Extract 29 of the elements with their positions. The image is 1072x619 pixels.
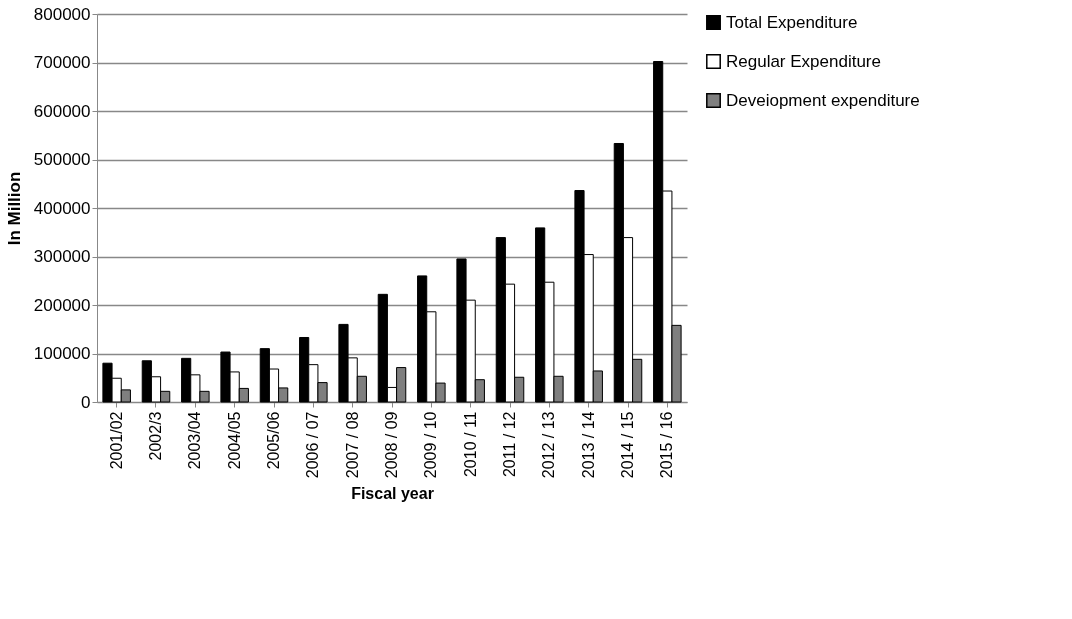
y-axis-title: In Million <box>4 171 24 246</box>
x-tick-label: 2014 / 15 <box>619 411 636 479</box>
x-tick-label: 2001/02 <box>107 411 125 470</box>
x-tick-label: 2007 / 08 <box>343 411 361 479</box>
x-tick-label: 2006 / 07 <box>304 411 322 479</box>
x-tick-label: 2011 / 12 <box>501 411 518 478</box>
y-tick-label: 700000 <box>33 53 91 72</box>
y-tick-label: 500000 <box>33 150 91 169</box>
x-tick-label: 2013 / 14 <box>579 411 597 479</box>
x-tick-label: 2015 / 16 <box>658 411 676 479</box>
x-tick-label: 2012 / 13 <box>540 411 558 479</box>
legend-label: Total Expenditure <box>726 12 858 32</box>
y-tick-label: 100000 <box>33 344 91 363</box>
y-tick-label: 0 <box>81 392 91 412</box>
x-tick-label: 2009 / 10 <box>422 411 440 479</box>
x-tick-label: 2010 / 11 <box>461 411 479 478</box>
x-tick-label: 2002/3 <box>147 411 164 461</box>
legend-label: Regular Expenditure <box>726 51 881 71</box>
x-tick-label: 2004/05 <box>225 411 243 470</box>
legend-label: Deveiopment expenditure <box>726 90 920 110</box>
y-tick-label: 200000 <box>33 295 91 315</box>
y-tick-label: 600000 <box>33 101 91 121</box>
x-axis-title: Fiscal year <box>351 485 434 503</box>
x-tick-label: 2008 / 09 <box>383 411 400 479</box>
y-tick-label: 300000 <box>33 247 91 266</box>
x-tick-label: 2003/04 <box>186 411 204 470</box>
y-tick-label: 800000 <box>33 4 91 24</box>
y-tick-label: 400000 <box>33 198 91 218</box>
x-tick-label: 2005/06 <box>265 411 282 470</box>
